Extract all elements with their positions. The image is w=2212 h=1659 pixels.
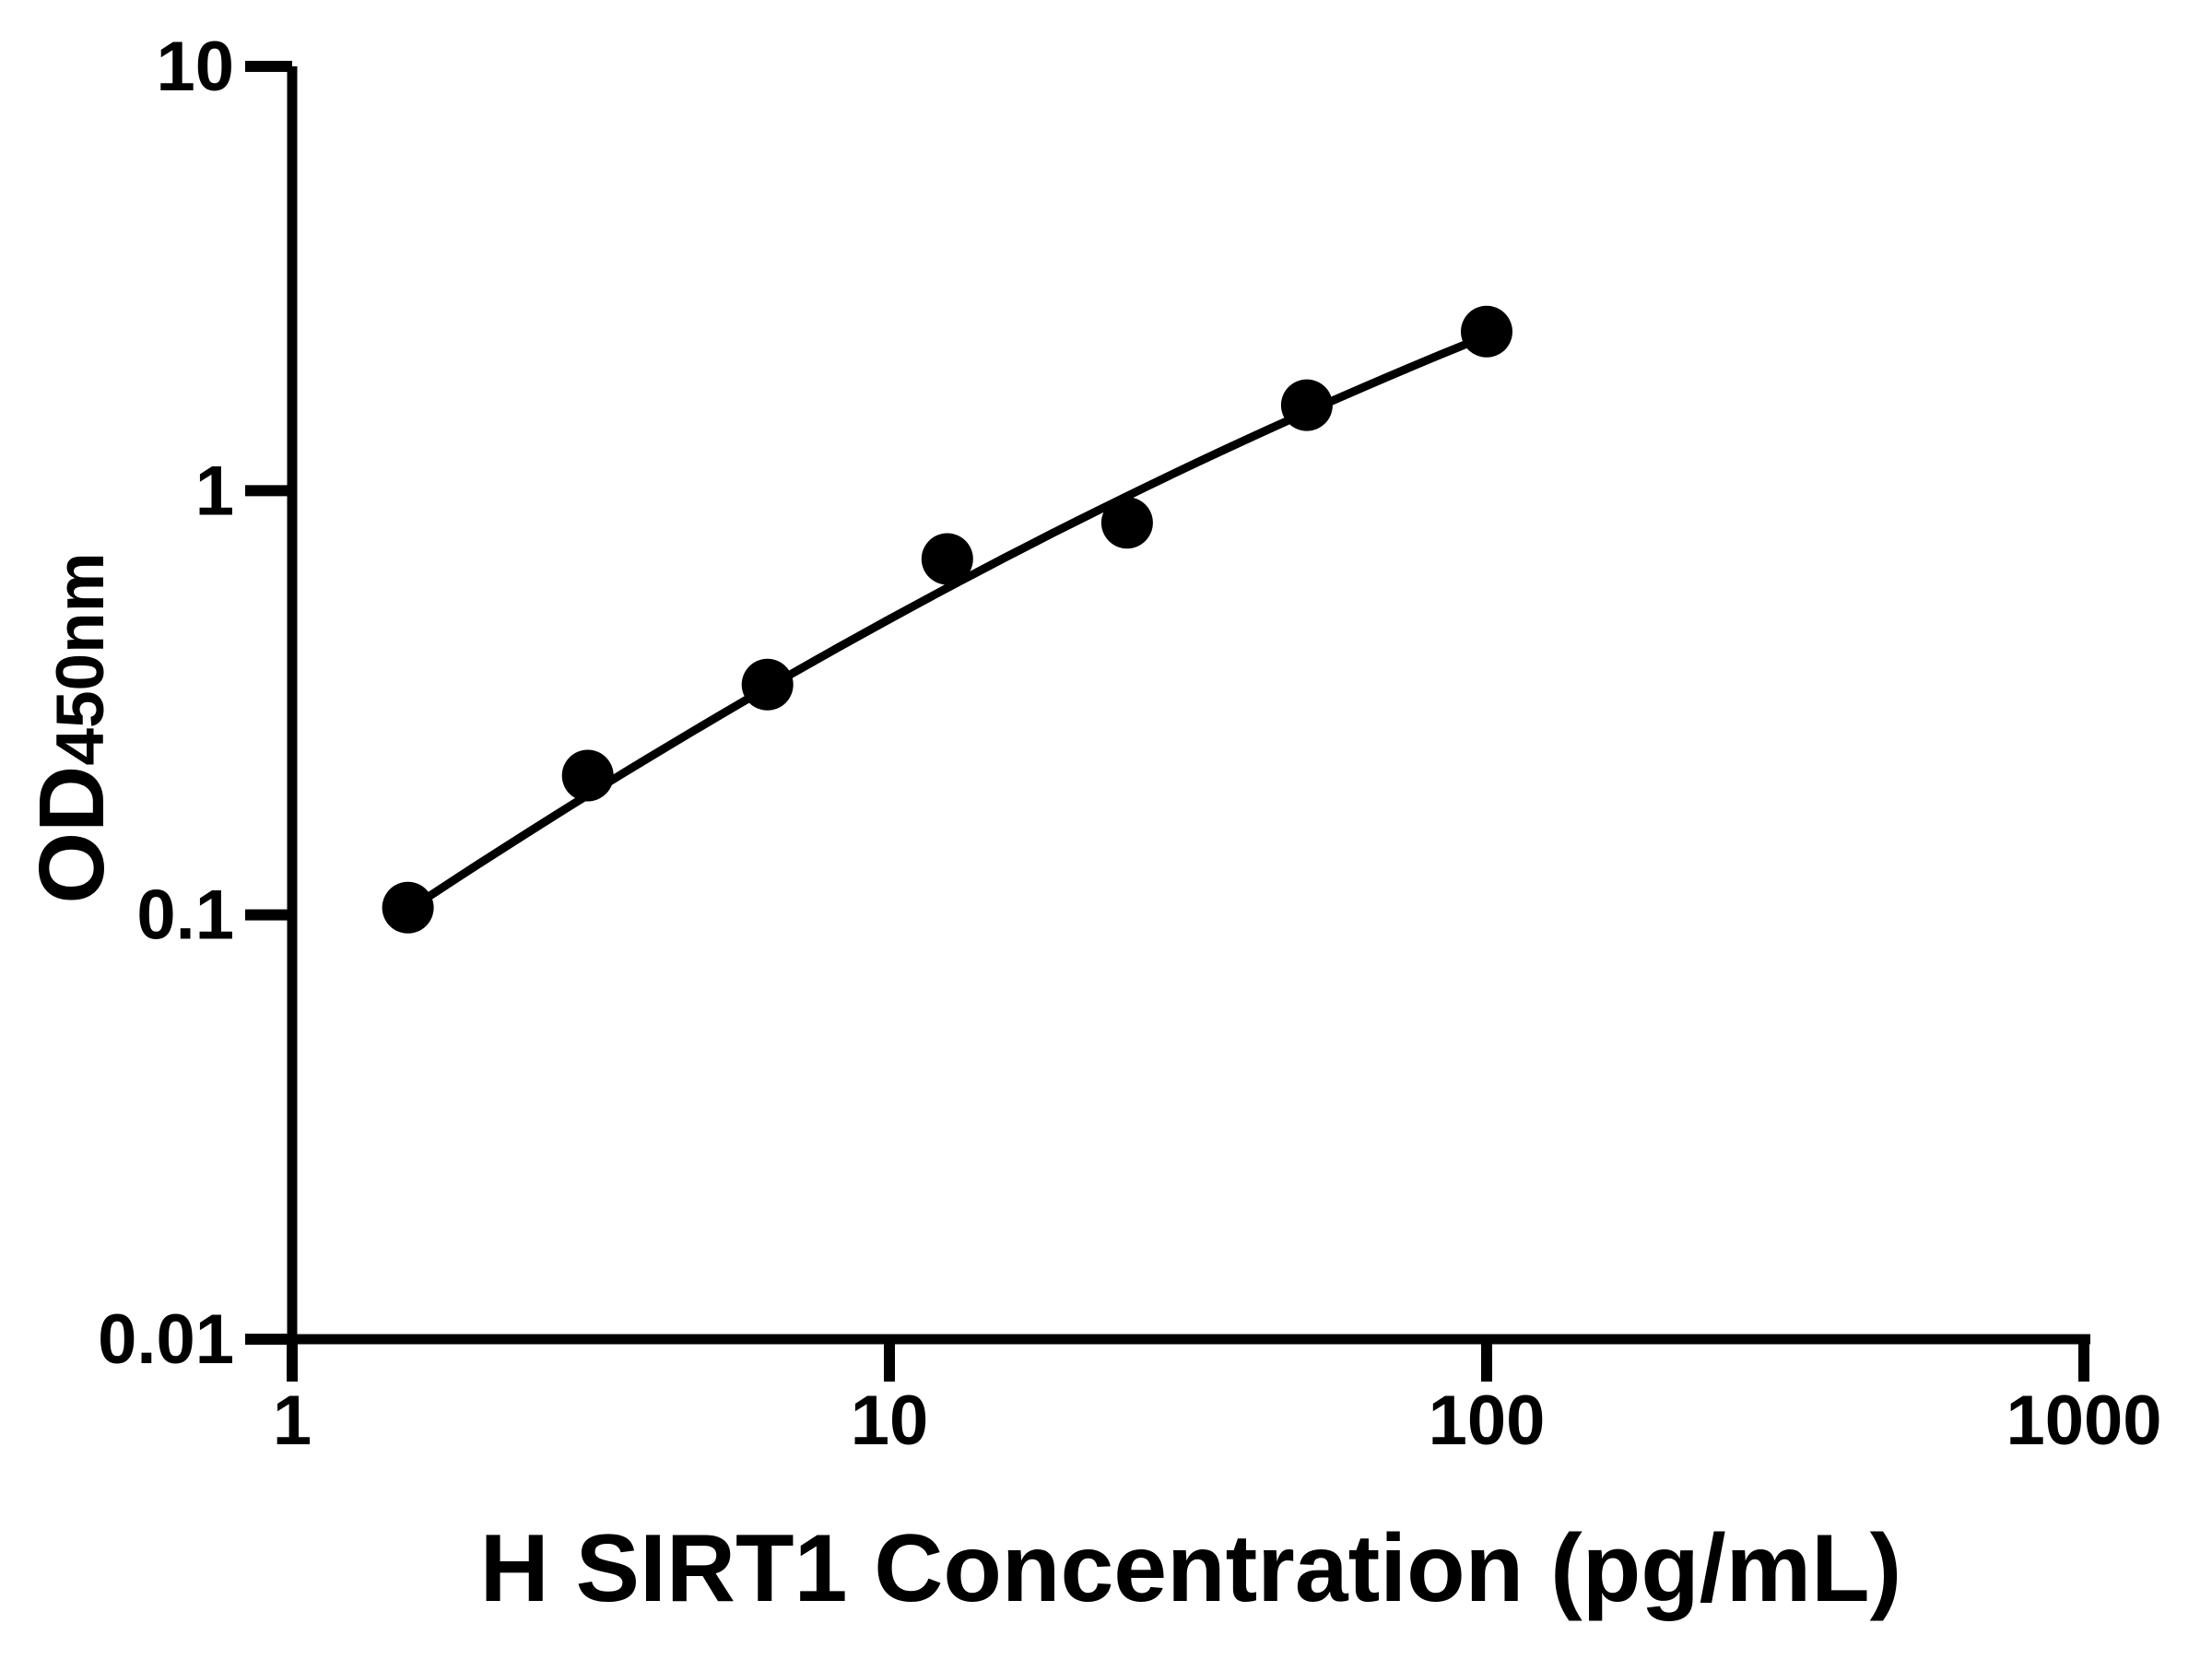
data-point xyxy=(1100,497,1153,549)
data-point xyxy=(1461,305,1512,358)
y-tick-label: 0.1 xyxy=(136,877,234,955)
axis-ticks xyxy=(245,61,2089,1382)
data-point xyxy=(382,881,434,934)
data-points xyxy=(382,305,1512,934)
x-axis-title: H SIRT1 Concentration (pg/mL) xyxy=(480,1515,1902,1622)
data-point xyxy=(921,533,973,585)
y-axis-title-subscript: 450nm xyxy=(43,552,118,765)
data-point xyxy=(1280,379,1333,431)
y-axis-title: OD450nm xyxy=(20,552,124,903)
y-axis-title-main: OD xyxy=(20,766,124,904)
x-tick-label: 1 xyxy=(273,1382,312,1460)
y-tick-label: 1 xyxy=(195,452,234,530)
data-point xyxy=(741,658,794,711)
axis-tick-labels: 10 1 0.1 0.01 1 10 100 1000 xyxy=(98,28,2161,1460)
axes xyxy=(245,66,2090,1382)
y-tick-label: 0.01 xyxy=(98,1300,234,1379)
data-point xyxy=(561,749,614,802)
y-tick-label: 10 xyxy=(156,28,234,106)
x-tick-label: 10 xyxy=(851,1382,929,1460)
x-tick-label: 100 xyxy=(1429,1382,1546,1460)
x-tick-label: 1000 xyxy=(2006,1382,2161,1460)
